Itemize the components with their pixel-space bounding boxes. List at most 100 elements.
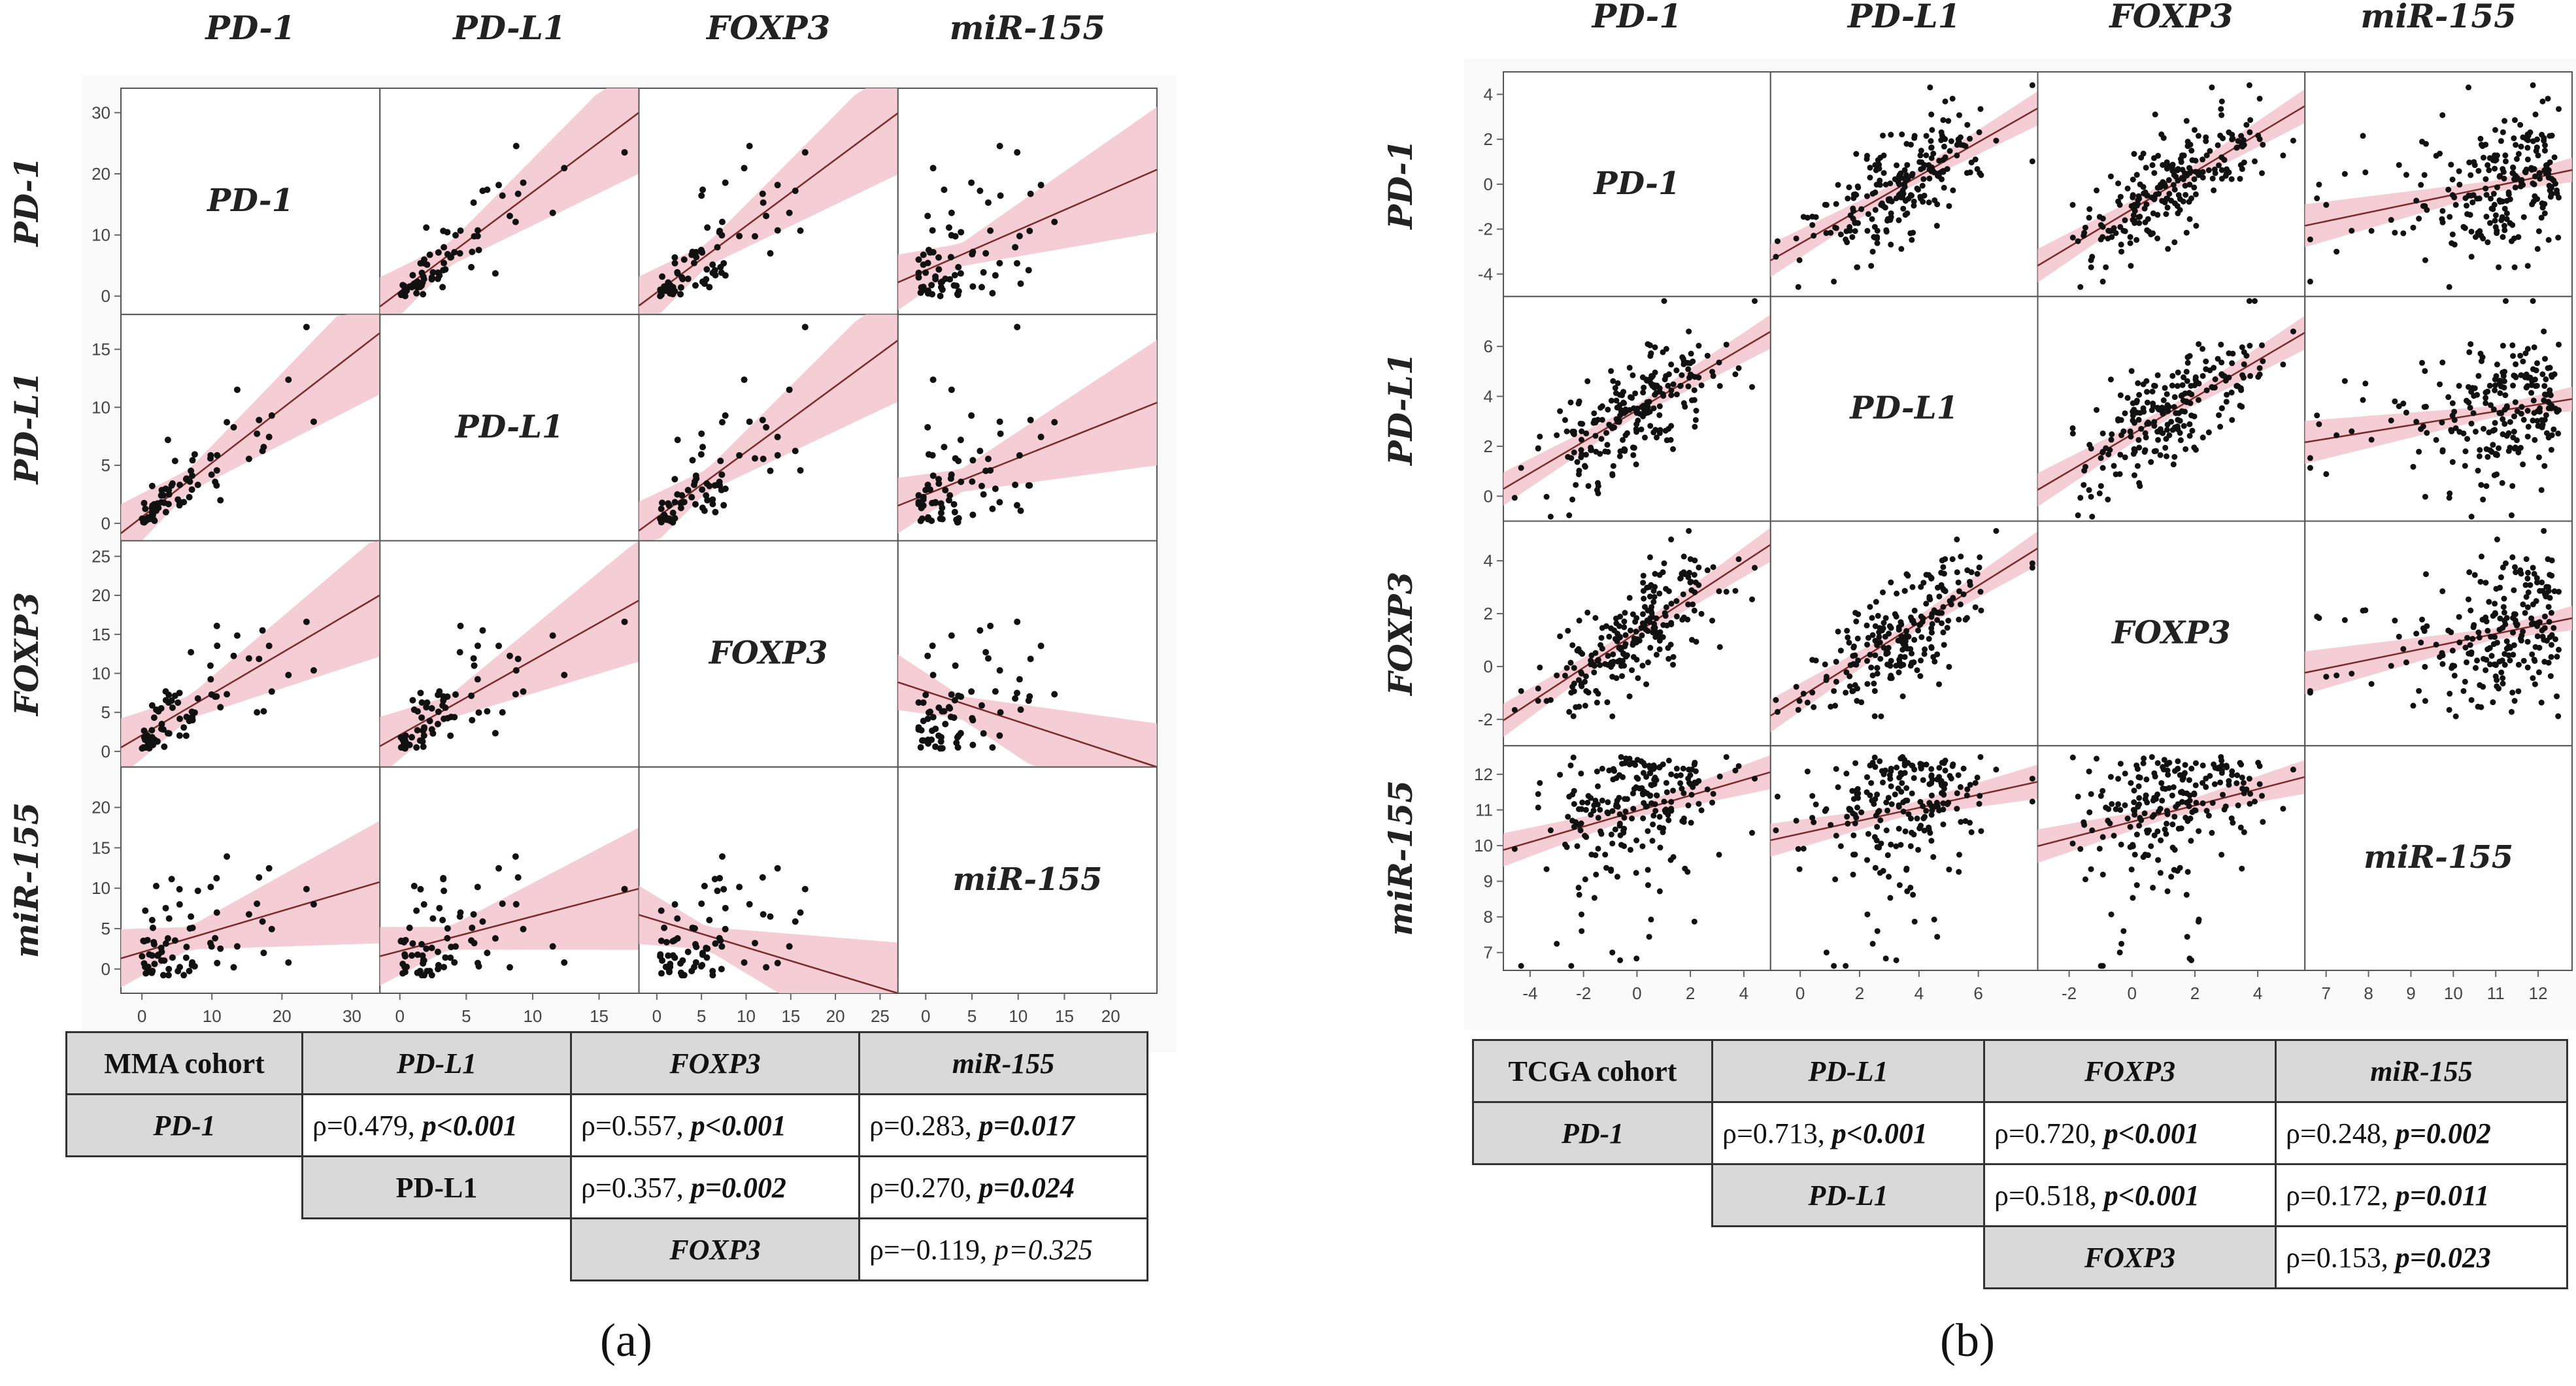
data-point	[1682, 403, 1688, 410]
data-point	[2509, 689, 2516, 696]
data-point	[2422, 140, 2429, 147]
data-point	[2547, 365, 2553, 371]
data-point	[2451, 672, 2458, 679]
data-point	[1518, 687, 1524, 694]
data-point	[1936, 173, 1943, 180]
data-point	[2307, 455, 2313, 461]
data-point	[1735, 763, 1742, 769]
data-point	[951, 697, 958, 704]
data-point	[2166, 759, 2173, 766]
data-point	[2545, 435, 2552, 441]
data-point	[2484, 162, 2491, 169]
data-point	[760, 455, 767, 463]
data-point	[188, 913, 195, 920]
data-point	[929, 472, 937, 479]
data-point	[2541, 463, 2548, 469]
data-point	[1809, 814, 1816, 821]
data-point	[1909, 237, 1915, 243]
data-point	[1881, 770, 1887, 776]
fit-line	[638, 112, 899, 306]
data-point	[268, 412, 275, 419]
data-point	[786, 209, 793, 216]
data-point	[2543, 376, 2549, 382]
data-point	[2143, 776, 2150, 783]
data-point	[1869, 940, 1876, 947]
data-point	[2472, 665, 2479, 671]
data-point	[1626, 365, 1633, 371]
data-point	[1592, 615, 1599, 621]
data-point	[520, 925, 527, 932]
data-point	[2547, 595, 2553, 601]
data-point	[2200, 435, 2206, 441]
data-point	[428, 704, 435, 712]
data-point	[2525, 589, 2532, 596]
data-point	[1640, 587, 1647, 594]
data-point	[1620, 389, 1627, 395]
data-point	[941, 444, 948, 451]
data-point	[165, 915, 173, 922]
data-point	[2186, 803, 2192, 810]
data-point	[2159, 197, 2166, 204]
data-point	[1633, 426, 1639, 433]
data-point	[1945, 118, 1952, 124]
data-point	[2496, 410, 2503, 416]
data-point	[2501, 223, 2507, 229]
data-point	[2475, 167, 2482, 174]
data-point	[1646, 763, 1652, 769]
data-point	[2251, 298, 2258, 305]
data-point	[1853, 661, 1860, 668]
data-point	[2490, 699, 2496, 706]
data-point	[440, 227, 447, 235]
data-point	[213, 467, 220, 474]
data-point	[1793, 235, 1799, 242]
data-point	[2135, 774, 2142, 780]
x-tick-label: 2	[2190, 983, 2200, 1003]
data-point	[1641, 435, 1648, 441]
data-point	[1511, 495, 1518, 501]
x-tick-label: 7	[2321, 983, 2330, 1003]
data-point	[2530, 180, 2536, 187]
data-point	[2503, 615, 2510, 621]
data-point	[428, 276, 435, 283]
data-point	[2468, 514, 2475, 520]
data-point	[1639, 791, 1646, 798]
data-point	[2530, 418, 2536, 424]
data-point	[2148, 231, 2154, 238]
data-point	[2483, 214, 2490, 220]
y-tick-label: 5	[101, 702, 110, 722]
data-point	[2422, 698, 2428, 704]
data-point	[1660, 393, 1667, 399]
data-point	[1967, 782, 1973, 788]
matrix-cell	[2304, 520, 2573, 747]
data-point	[1896, 173, 1902, 180]
data-point	[2466, 596, 2472, 602]
data-point	[2239, 344, 2245, 350]
data-point	[2226, 169, 2232, 176]
data-point	[2259, 793, 2266, 799]
data-point	[457, 622, 464, 629]
data-point	[1616, 453, 1623, 459]
data-point	[2229, 768, 2235, 774]
data-point	[2349, 227, 2355, 234]
data-point	[2218, 359, 2225, 366]
data-point	[2171, 404, 2177, 410]
data-point	[2150, 797, 2156, 804]
data-point	[1932, 658, 1938, 665]
data-point	[1928, 812, 1935, 818]
data-point	[1578, 911, 1584, 917]
data-point	[2156, 808, 2162, 815]
matrix-cell	[1769, 745, 2039, 971]
data-point	[2111, 833, 2117, 839]
data-point	[479, 918, 486, 925]
data-point	[2392, 229, 2398, 236]
data-point	[2189, 427, 2196, 434]
data-point	[171, 937, 178, 944]
data-point	[1843, 669, 1850, 676]
data-point	[2509, 342, 2516, 348]
x-tick-label: -2	[1576, 983, 1591, 1003]
data-point	[774, 452, 781, 459]
data-point	[1905, 633, 1912, 640]
data-point	[2518, 632, 2525, 638]
data-point	[2096, 846, 2103, 852]
data-point	[2422, 663, 2428, 670]
